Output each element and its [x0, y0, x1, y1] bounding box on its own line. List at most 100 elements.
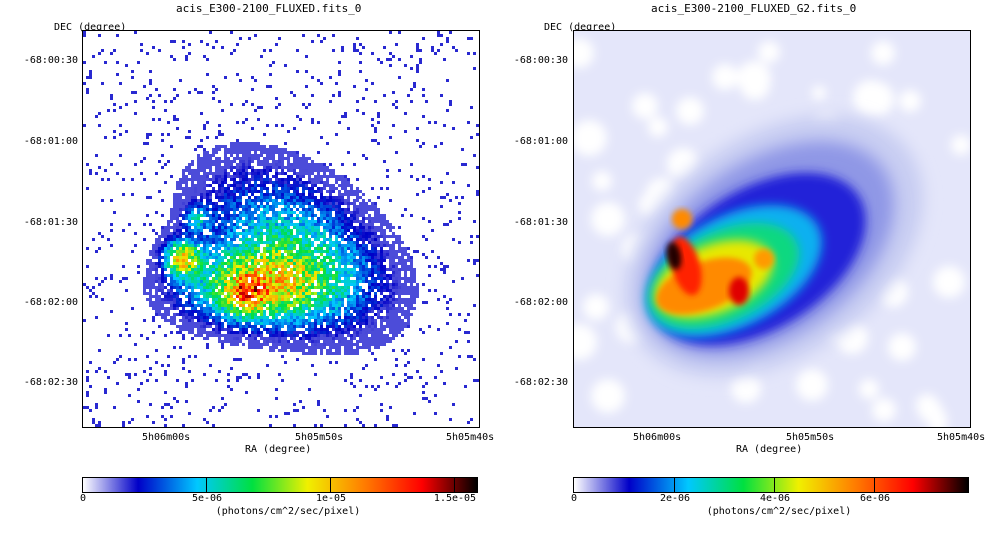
image-pixel — [398, 271, 401, 274]
image-pixel — [371, 289, 374, 292]
image-pixel — [182, 181, 185, 184]
image-pixel — [218, 193, 221, 196]
image-pixel — [281, 289, 284, 292]
image-pixel — [356, 262, 359, 265]
image-pixel — [176, 247, 179, 250]
image-pixel — [182, 169, 185, 172]
image-pixel — [194, 184, 197, 187]
image-pixel — [281, 304, 284, 307]
image-pixel — [338, 256, 341, 259]
image-pixel — [293, 202, 296, 205]
image-pixel — [308, 286, 311, 289]
image-pixel — [230, 277, 233, 280]
image-pixel — [341, 214, 344, 217]
image-pixel — [284, 190, 287, 193]
image-pixel — [356, 241, 359, 244]
image-pixel — [425, 100, 428, 103]
image-pixel — [266, 238, 269, 241]
dec-axis-title: DEC (degree) — [54, 22, 127, 33]
image-frame[interactable] — [82, 30, 480, 428]
image-pixel — [278, 340, 281, 343]
image-pixel — [230, 175, 233, 178]
image-pixel — [323, 172, 326, 175]
image-pixel — [329, 244, 332, 247]
image-pixel — [149, 373, 152, 376]
image-pixel — [389, 304, 392, 307]
image-pixel — [281, 181, 284, 184]
image-pixel — [287, 247, 290, 250]
image-pixel — [371, 205, 374, 208]
image-pixel — [137, 400, 140, 403]
image-pixel — [227, 328, 230, 331]
image-pixel — [185, 274, 188, 277]
image-pixel — [275, 283, 278, 286]
image-pixel — [299, 199, 302, 202]
image-pixel — [161, 133, 164, 136]
image-pixel — [272, 307, 275, 310]
image-pixel — [194, 199, 197, 202]
image-pixel — [296, 262, 299, 265]
image-pixel — [383, 289, 386, 292]
image-pixel — [311, 262, 314, 265]
image-pixel — [125, 277, 128, 280]
image-pixel — [182, 307, 185, 310]
image-pixel — [248, 325, 251, 328]
image-pixel — [290, 232, 293, 235]
image-pixel — [149, 268, 152, 271]
image-pixel — [350, 316, 353, 319]
image-pixel — [197, 295, 200, 298]
image-pixel — [269, 256, 272, 259]
image-pixel — [389, 226, 392, 229]
image-pixel — [251, 337, 254, 340]
image-pixel — [164, 181, 167, 184]
image-pixel — [239, 310, 242, 313]
image-pixel — [410, 301, 413, 304]
image-pixel — [278, 292, 281, 295]
image-pixel — [218, 100, 221, 103]
image-pixel — [308, 316, 311, 319]
image-pixel — [368, 232, 371, 235]
image-pixel — [299, 160, 302, 163]
image-pixel — [410, 289, 413, 292]
image-pixel — [314, 184, 317, 187]
image-pixel — [362, 238, 365, 241]
image-pixel — [296, 298, 299, 301]
image-pixel — [362, 217, 365, 220]
image-pixel — [275, 232, 278, 235]
image-pixel — [239, 217, 242, 220]
image-pixel — [347, 238, 350, 241]
image-pixel — [248, 229, 251, 232]
image-pixel — [278, 331, 281, 334]
image-pixel — [410, 307, 413, 310]
image-pixel — [338, 313, 341, 316]
image-pixel — [251, 175, 254, 178]
image-pixel — [161, 139, 164, 142]
image-pixel — [452, 127, 455, 130]
image-pixel — [275, 325, 278, 328]
image-pixel — [290, 199, 293, 202]
image-pixel — [269, 244, 272, 247]
image-pixel — [272, 334, 275, 337]
image-pixel — [200, 196, 203, 199]
image-pixel — [356, 247, 359, 250]
image-pixel — [257, 271, 260, 274]
image-pixel — [374, 262, 377, 265]
image-pixel — [287, 229, 290, 232]
image-pixel — [95, 295, 98, 298]
image-pixel — [278, 196, 281, 199]
image-pixel — [305, 184, 308, 187]
image-pixel — [287, 286, 290, 289]
image-pixel — [197, 271, 200, 274]
image-pixel — [371, 235, 374, 238]
image-pixel — [374, 298, 377, 301]
image-pixel — [158, 295, 161, 298]
image-pixel — [206, 310, 209, 313]
image-pixel — [266, 331, 269, 334]
image-pixel — [314, 250, 317, 253]
image-pixel — [368, 295, 371, 298]
image-pixel — [371, 277, 374, 280]
image-pixel — [350, 190, 353, 193]
image-pixel — [389, 223, 392, 226]
image-pixel — [302, 283, 305, 286]
image-pixel — [344, 274, 347, 277]
